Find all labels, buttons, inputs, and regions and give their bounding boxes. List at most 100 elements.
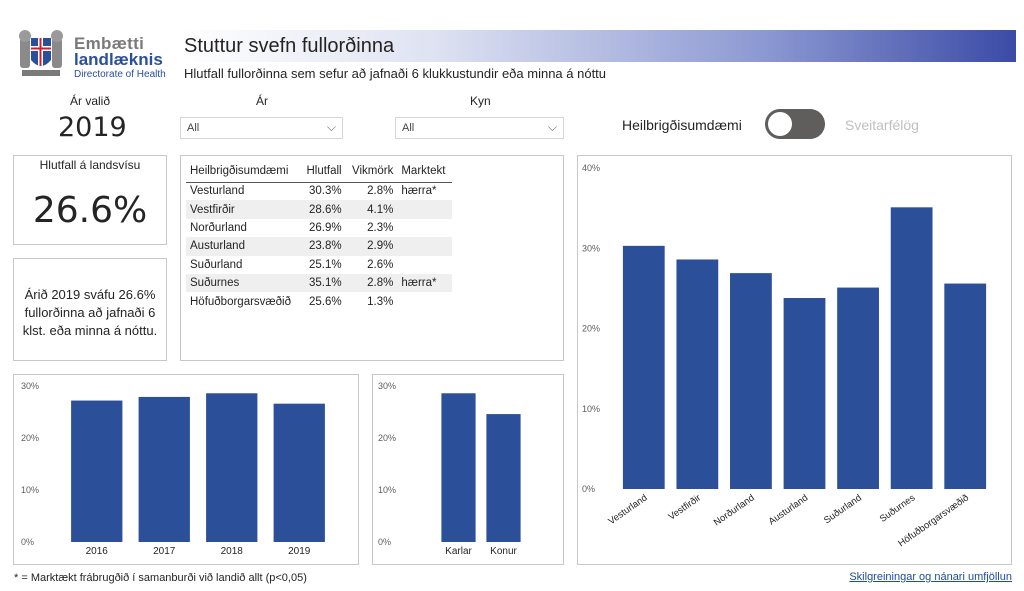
description-text: Árið 2019 sváfu 26.6% fullorðinna að jaf… — [22, 287, 158, 338]
bar[interactable] — [837, 287, 879, 489]
table-row[interactable]: Norðurland 26.9% 2.3% — [186, 219, 452, 237]
bar[interactable] — [206, 393, 258, 542]
toggle-knob[interactable] — [768, 112, 792, 136]
logo-line-1: Embætti — [74, 34, 145, 53]
y-tick-label: 30% — [582, 243, 600, 253]
y-tick-label: 40% — [582, 163, 600, 173]
table-row[interactable]: Vesturland 30.3% 2.8% hærra* — [186, 182, 452, 200]
definitions-link[interactable]: Skilgreiningar og nánari umfjöllun — [849, 571, 1012, 583]
table-header-row: Heilbrigðisumdæmi Hlutfall Vikmörk Markt… — [186, 160, 452, 183]
gender-slicer-dropdown[interactable]: All ⌵ — [395, 117, 564, 139]
x-tick-label: Karlar — [445, 546, 472, 557]
bar[interactable] — [676, 259, 719, 489]
table-row[interactable]: Suðurnes 35.1% 2.8% hærra* — [186, 273, 452, 293]
description-card — [13, 258, 167, 361]
x-tick-label: 2017 — [153, 546, 176, 557]
table-cell: 4.1% — [345, 200, 398, 219]
table-cell: 25.6% — [309, 295, 342, 308]
x-tick-label: Austurland — [767, 492, 811, 527]
bar[interactable] — [783, 298, 826, 489]
year-slicer-label: Ár — [256, 94, 268, 108]
logo-line-2: landlæknis — [74, 50, 163, 69]
coat-of-arms-icon — [19, 30, 63, 76]
table-row[interactable]: Suðurland 25.1% 2.6% — [186, 256, 452, 274]
table-cell — [397, 237, 452, 256]
table-cell: Vesturland — [190, 185, 245, 198]
table-cell: 35.1% — [300, 273, 346, 293]
table-cell — [397, 292, 452, 310]
toggle-left-label: Heilbrigðisumdæmi — [622, 117, 742, 133]
gender-bar-chart: 0% 10% 20% 30% Karlar Konur — [378, 381, 521, 557]
year-bar-chart: 0% 10% 20% 30% 2016 2017 2018 2019 — [21, 381, 325, 557]
y-tick-label: 0% — [378, 537, 391, 547]
title-bar — [180, 30, 1016, 62]
toggle-right-label: Sveitarfélög — [845, 117, 919, 133]
year-slicer-value: All — [187, 122, 200, 134]
kpi-card — [13, 155, 167, 245]
y-tick-label: 20% — [582, 324, 600, 334]
page-title: Stuttur svefn fullorðinna — [184, 35, 395, 57]
table-cell: Höfuðborgarsvæðið — [190, 295, 292, 308]
table-cell: Norðurland — [190, 221, 247, 234]
x-tick-label: 2019 — [288, 546, 311, 557]
y-tick-label: 10% — [21, 485, 39, 495]
y-tick-label: 10% — [378, 485, 396, 495]
page-subtitle: Hlutfall fullorðinna sem sefur að jafnað… — [184, 66, 607, 81]
table-cell: Suðurnes — [186, 273, 301, 293]
year-slicer-dropdown[interactable]: All ⌵ — [180, 117, 343, 139]
kpi-title: Hlutfall á landsvísu — [39, 158, 141, 172]
table-cell: 2.8% — [367, 185, 394, 198]
region-table: Heilbrigðisumdæmi Hlutfall Vikmörk Markt… — [186, 160, 452, 311]
gender-slicer-value: All — [402, 122, 415, 134]
y-tick-label: 0% — [582, 484, 595, 494]
chevron-down-icon: ⌵ — [326, 120, 336, 134]
x-tick-label: Konur — [490, 546, 517, 557]
region-bar-chart: 0% 10% 20% 30% 40% Vesturland Vestfirðir Norður… — [582, 163, 987, 549]
table-cell: Suðurland — [190, 258, 243, 271]
x-tick-label: 2016 — [86, 546, 109, 557]
y-tick-label: 20% — [21, 433, 39, 443]
bar[interactable] — [730, 273, 772, 489]
x-tick-label: Vesturland — [606, 492, 649, 527]
table-cell: 26.9% — [309, 221, 342, 234]
table-cell — [397, 256, 452, 274]
y-tick-label: 30% — [21, 381, 39, 391]
column-header[interactable]: Hlutfall — [300, 160, 346, 183]
column-header[interactable]: Heilbrigðisumdæmi — [186, 160, 301, 183]
table-cell: hærra* — [397, 273, 452, 293]
table-cell: 2.3% — [367, 221, 394, 234]
x-tick-label: 2018 — [221, 546, 244, 557]
bar[interactable] — [622, 245, 665, 489]
table-cell: 2.8% — [345, 273, 398, 293]
selected-year-label: Ár valið — [70, 94, 111, 108]
bar[interactable] — [486, 414, 521, 542]
table-cell: 2.6% — [367, 258, 394, 271]
selected-year-value: 2019 — [58, 112, 127, 143]
logo-line-3: Directorate of Health — [74, 69, 166, 80]
table-cell — [397, 219, 452, 237]
y-tick-label: 30% — [378, 381, 396, 391]
table-row[interactable]: Vestfirðir 28.6% 4.1% — [186, 200, 452, 219]
table-cell: Vestfirðir — [186, 200, 301, 219]
y-tick-label: 10% — [582, 404, 600, 414]
column-header[interactable]: Marktekt — [397, 160, 452, 183]
table-row[interactable]: Austurland 23.8% 2.9% — [186, 237, 452, 256]
y-tick-label: 0% — [21, 537, 34, 547]
bar[interactable] — [71, 400, 123, 542]
bar[interactable] — [944, 283, 987, 489]
table-card — [180, 155, 564, 361]
bar[interactable] — [441, 393, 476, 542]
column-header[interactable]: Vikmörk — [345, 160, 398, 183]
table-cell: hærra* — [401, 185, 437, 198]
table-cell: 2.9% — [345, 237, 398, 256]
bar[interactable] — [138, 396, 190, 542]
x-tick-label: Suðurland — [822, 492, 864, 526]
table-row[interactable]: Höfuðborgarsvæðið 25.6% 1.3% — [186, 292, 452, 310]
footnote: * = Marktækt frábrugðið í samanburði við… — [14, 572, 307, 584]
x-tick-label: Vestfirðir — [666, 492, 703, 522]
x-tick-label: Norðurland — [712, 492, 757, 528]
bar[interactable] — [890, 207, 933, 489]
bar[interactable] — [273, 403, 325, 542]
kpi-value: 26.6% — [32, 190, 148, 231]
table-cell: 1.3% — [367, 295, 394, 308]
